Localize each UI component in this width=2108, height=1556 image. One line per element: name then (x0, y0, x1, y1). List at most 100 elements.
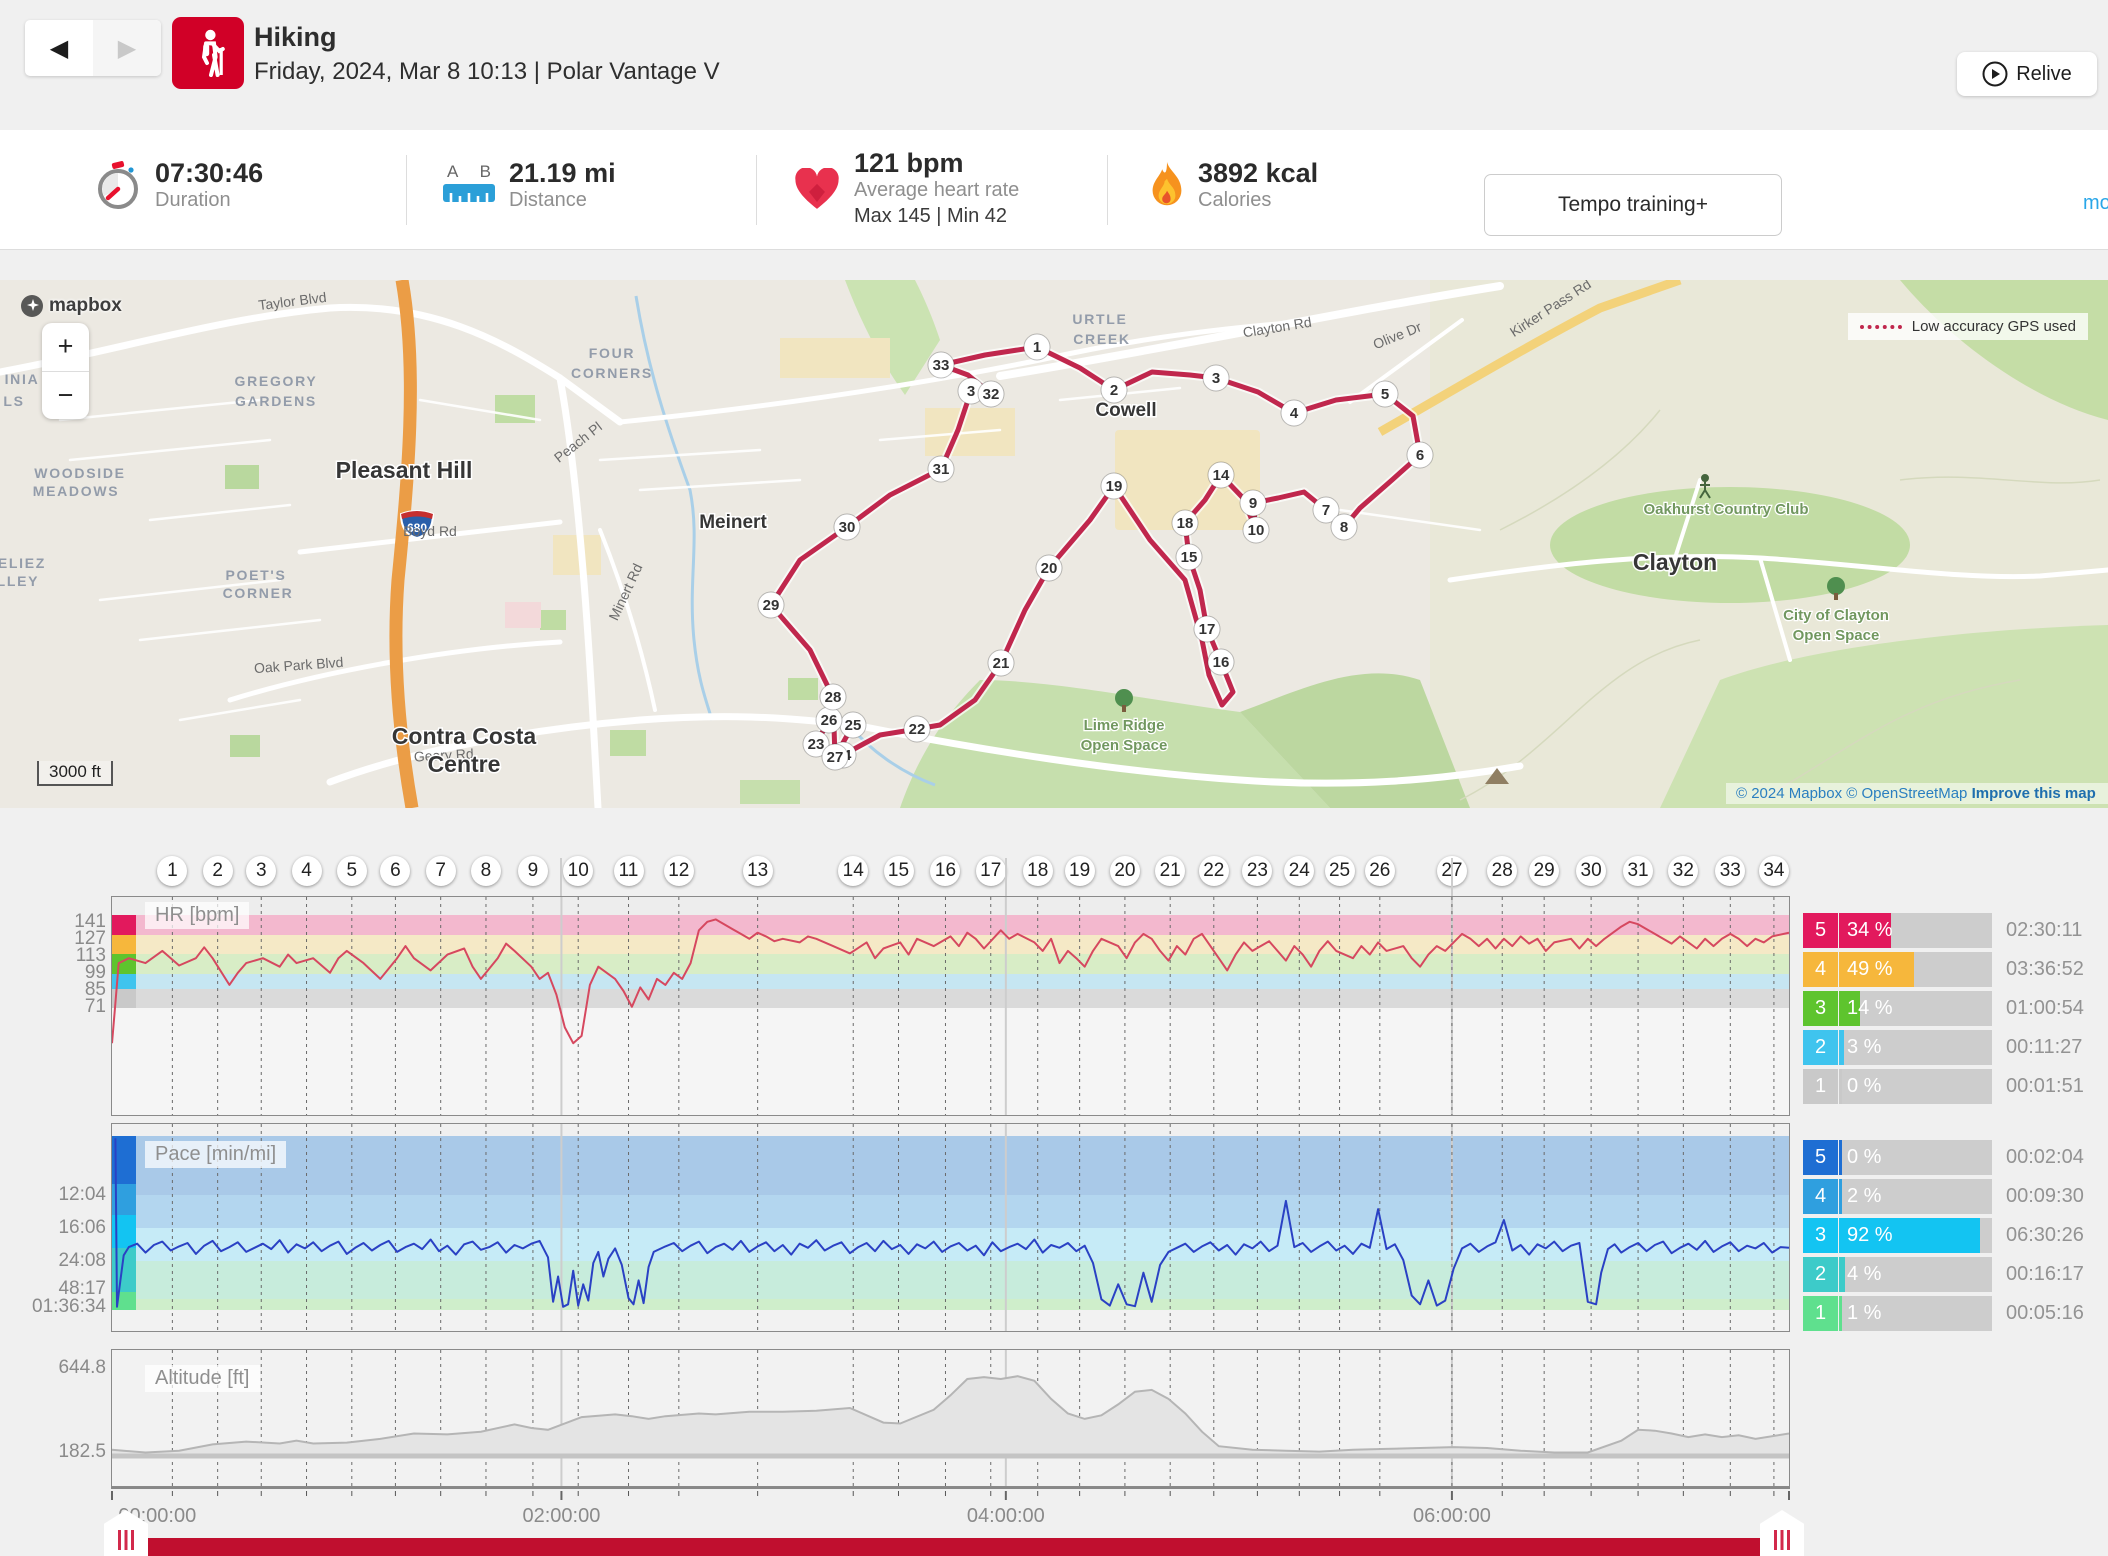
route-marker-number: 8 (1340, 519, 1348, 536)
zone-number: 3 (1803, 1218, 1838, 1253)
y-axis-tick: 48:17 (58, 1278, 106, 1299)
zone-percent: 3 % (1847, 1036, 1882, 1058)
zone-bar-fill (1839, 1257, 1846, 1292)
zone-number: 4 (1803, 1179, 1838, 1214)
zone-time: 03:36:52 (2006, 958, 2084, 980)
route-marker-number: 29 (763, 597, 780, 614)
time-range-bar[interactable] (126, 1538, 1786, 1556)
mapbox-logo-icon (21, 295, 43, 317)
zone-percent: 2 % (1847, 1185, 1882, 1207)
zone-percent: 92 % (1847, 1224, 1893, 1246)
stat-heart-rate: 121 bpm Average heart rate Max 145 | Min… (794, 148, 1019, 229)
y-axis-tick: 141 (74, 911, 106, 932)
zone-bar: 3 % (1839, 1030, 1992, 1065)
km-marker: 1 (157, 856, 188, 886)
route-marker-number: 9 (1249, 495, 1257, 512)
zone-bar: 49 % (1839, 952, 1992, 987)
map-label: Contra Costa (392, 723, 537, 749)
km-marker: 31 (1623, 856, 1654, 886)
route-marker-number: 19 (1106, 478, 1123, 495)
km-marker: 9 (517, 856, 548, 886)
sport-profile-button[interactable]: Tempo training+ (1484, 174, 1782, 236)
map-label: Lime Ridge (1084, 717, 1165, 734)
km-marker: 12 (663, 856, 694, 886)
map-canvas: 680 Taylor BlvdFOURCORNERSGREGORYGARDENS… (0, 280, 2108, 808)
km-marker: 6 (380, 856, 411, 886)
route-line (768, 344, 1423, 760)
stopwatch-icon (98, 160, 138, 209)
map-label: LS (3, 393, 24, 409)
route-marker-number: 32 (983, 386, 1000, 403)
zone-bar: 4 % (1839, 1257, 1992, 1292)
zone-row: 3 92 % 06:30:26 (1803, 1218, 2084, 1253)
km-marker: 7 (425, 856, 456, 886)
route-map[interactable]: 680 Taylor Blvd FOUR CORNERS GREGORY GARDENS… (0, 280, 2108, 808)
zoom-in-button[interactable]: + (42, 323, 89, 372)
map-freeway-680 (389, 280, 419, 808)
y-axis-tick: 71 (84, 996, 106, 1017)
hiking-sport-icon (172, 17, 244, 89)
km-marker: 25 (1324, 856, 1355, 886)
zone-percent: 4 % (1847, 1263, 1882, 1285)
km-marker: 16 (930, 856, 961, 886)
hour-gridline (1450, 858, 1453, 896)
map-label: Open Space (1081, 737, 1168, 754)
y-axis-tick: 24:08 (58, 1250, 106, 1271)
stat-duration: 07:30:46 Duration (95, 158, 263, 213)
time-axis-label: 06:00:00 (1412, 1505, 1491, 1527)
zone-time: 06:30:26 (2006, 1224, 2084, 1246)
km-marker: 30 (1576, 856, 1607, 886)
zone-number: 4 (1803, 952, 1838, 987)
zone-bar-fill (1839, 1030, 1844, 1065)
km-marker: 20 (1109, 856, 1140, 886)
route-marker-number: 17 (1199, 621, 1216, 638)
map-label: GREGORY (235, 373, 318, 389)
km-marker: 26 (1364, 856, 1395, 886)
map-label: Boyd Rd (403, 523, 457, 539)
zone-percent: 34 % (1847, 919, 1893, 941)
zone-row: 2 4 % 00:16:17 (1803, 1257, 2084, 1292)
y-axis-tick: 127 (74, 928, 106, 949)
km-marker: 11 (613, 856, 644, 886)
route-km-markers: 1234567891014151617181920212223242526272… (757, 333, 1434, 771)
grip-icon (1774, 1530, 1790, 1550)
gps-accuracy-legend: Low accuracy GPS used (1847, 313, 2088, 340)
km-marker: 34 (1758, 856, 1789, 886)
zone-time: 00:09:30 (2006, 1185, 2084, 1207)
calories-label: Calories (1198, 189, 1272, 211)
point-b-label: B (479, 162, 491, 181)
previous-session-button[interactable]: ◀ (49, 34, 69, 62)
km-marker: 2 (202, 856, 233, 886)
point-a-label: A (447, 162, 459, 181)
chart-hr[interactable] (111, 896, 1790, 1117)
relive-button[interactable]: Relive (1957, 52, 2097, 96)
zoom-out-button[interactable]: − (57, 379, 74, 410)
zone-time: 00:05:16 (2006, 1302, 2084, 1324)
distance-label: Distance (509, 189, 587, 211)
route-marker-number: 6 (1416, 447, 1424, 464)
route-marker-number: 20 (1041, 560, 1058, 577)
chart-altitude[interactable] (111, 1349, 1790, 1488)
route-marker-number: 5 (1381, 386, 1389, 403)
zone-bar-fill (1839, 1218, 1980, 1253)
stat-calories: 3892 kcal Calories (1150, 158, 1318, 213)
zone-percent: 14 % (1847, 997, 1893, 1019)
route-marker-number: 18 (1177, 515, 1194, 532)
stats-divider (756, 155, 757, 225)
km-marker: 21 (1155, 856, 1186, 886)
improve-map-link[interactable]: Improve this map (1971, 785, 2096, 802)
play-circle-icon (1982, 61, 2008, 87)
chart-pace[interactable] (111, 1123, 1790, 1333)
zone-bar-fill (1839, 913, 1892, 948)
zone-bar-fill (1839, 1140, 1842, 1175)
zone-bar: 1 % (1839, 1296, 1992, 1331)
mapbox-logo[interactable]: mapbox (20, 294, 122, 318)
range-handle-right[interactable] (1760, 1510, 1804, 1556)
map-label: GARDENS (235, 393, 317, 409)
next-session-button[interactable]: ▶ (93, 20, 161, 76)
attribution-links[interactable]: © 2024 Mapbox © OpenStreetMap (1736, 785, 1972, 802)
zone-row: 1 1 % 00:05:16 (1803, 1296, 2084, 1331)
more-link[interactable]: more (2083, 192, 2108, 214)
zone-number: 3 (1803, 991, 1838, 1026)
